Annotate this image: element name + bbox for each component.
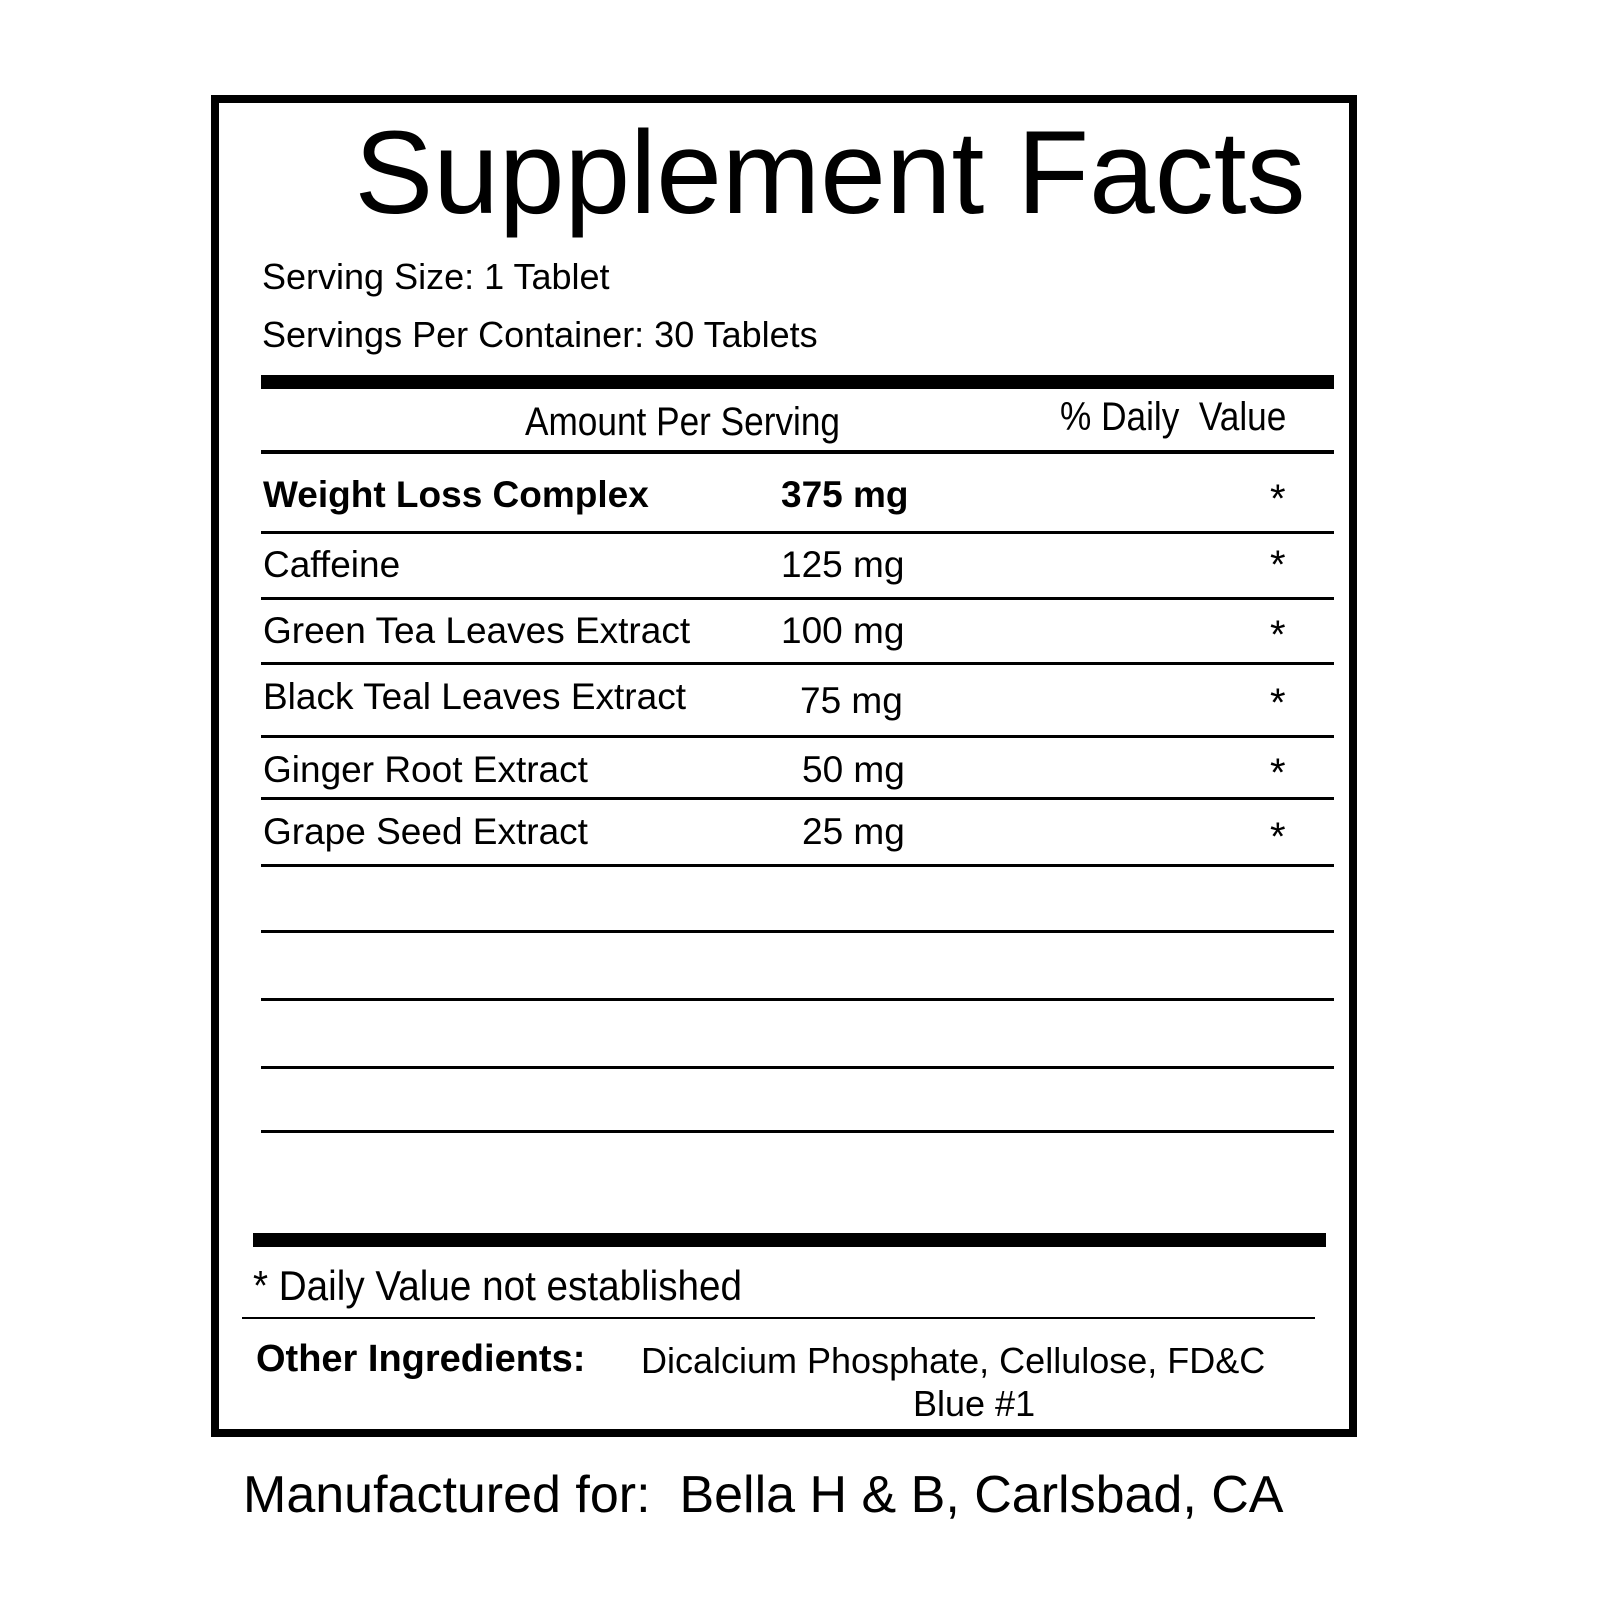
ingredient-name: Green Tea Leaves Extract: [263, 610, 691, 651]
serving-size: Serving Size: 1 Tablet: [262, 256, 610, 297]
empty-row-divider: [261, 1130, 1334, 1133]
ingredient-amount: 25 mg: [802, 811, 905, 852]
empty-row-divider: [261, 1066, 1334, 1069]
row-divider: [261, 797, 1334, 800]
ingredient-name: Black Teal Leaves Extract: [263, 676, 686, 717]
footnote: * Daily Value not established: [253, 1262, 743, 1309]
daily-value-asterisk: *: [1270, 477, 1286, 521]
other-ingredients-label: Other Ingredients:: [256, 1338, 586, 1380]
daily-value-asterisk: *: [1270, 681, 1286, 725]
row-divider: [261, 597, 1334, 600]
servings-per-container: Servings Per Container: 30 Tablets: [262, 314, 818, 355]
daily-value-asterisk: *: [1270, 613, 1286, 657]
manufacturer-info: Manufactured for: Bella H & B, Carlsbad,…: [243, 1466, 1284, 1524]
thick-divider-bottom: [253, 1233, 1326, 1247]
label-border: [211, 95, 1357, 1437]
row-divider: [261, 531, 1334, 534]
header-divider: [261, 450, 1334, 454]
daily-value-header: % Daily Value: [1060, 395, 1287, 439]
footnote-divider: [242, 1317, 1315, 1319]
label-title: Supplement Facts: [354, 107, 1306, 239]
daily-value-asterisk: *: [1270, 751, 1286, 795]
empty-row-divider: [261, 998, 1334, 1001]
ingredient-amount: 50 mg: [802, 749, 905, 790]
ingredient-name: Ginger Root Extract: [263, 749, 588, 790]
daily-value-asterisk: *: [1270, 815, 1286, 859]
ingredient-amount: 100 mg: [781, 610, 905, 651]
ingredient-amount: 375 mg: [781, 474, 909, 515]
ingredient-name: Weight Loss Complex: [263, 474, 649, 515]
other-ingredients-list: Dicalcium Phosphate, Cellulose, FD&C: [641, 1340, 1266, 1381]
other-ingredients-list-continued: Blue #1: [913, 1383, 1036, 1424]
row-divider: [261, 662, 1334, 665]
ingredient-name: Caffeine: [263, 544, 401, 585]
ingredient-amount: 125 mg: [781, 544, 905, 585]
ingredient-amount: 75 mg: [800, 680, 903, 721]
empty-row-divider: [261, 930, 1334, 933]
thick-divider-top: [261, 375, 1334, 389]
daily-value-asterisk: *: [1270, 543, 1286, 587]
ingredient-name: Grape Seed Extract: [263, 811, 588, 852]
row-divider: [261, 864, 1334, 867]
row-divider: [261, 735, 1334, 738]
amount-per-serving-header: Amount Per Serving: [525, 400, 840, 444]
